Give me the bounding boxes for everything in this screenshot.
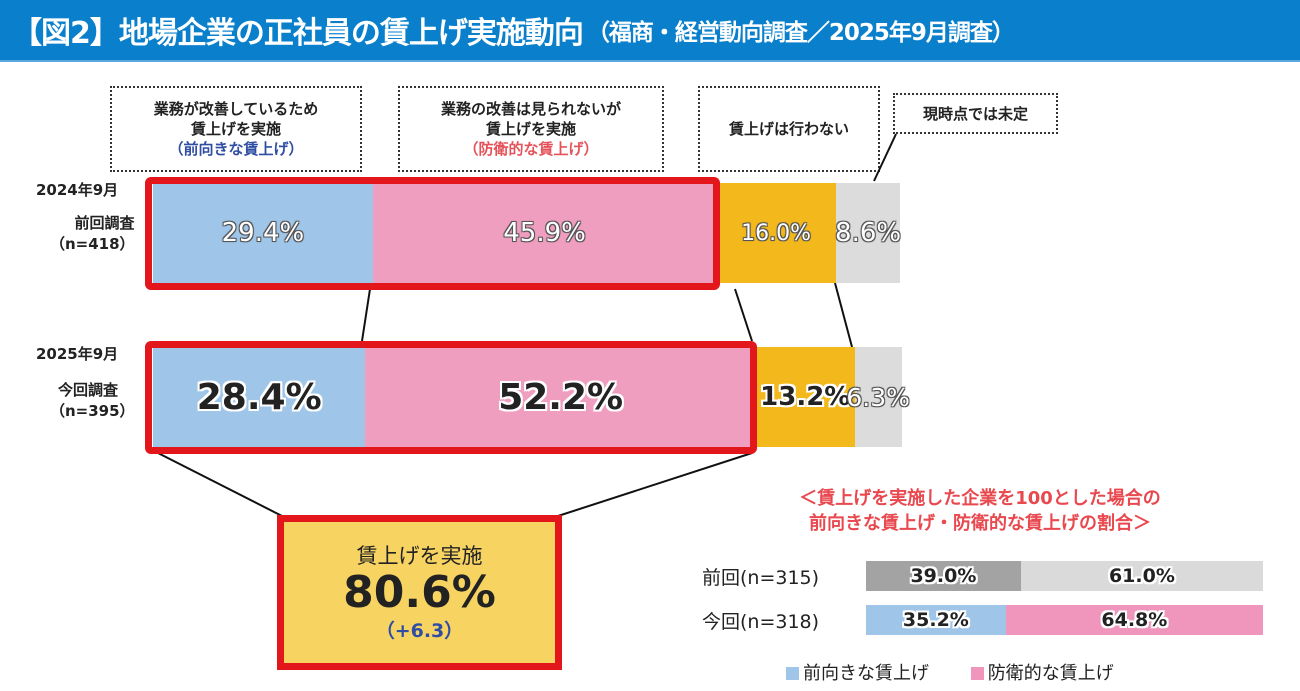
sub-bar-value-label: 39.0% <box>910 565 977 587</box>
sub-row-label: 今回(n=318) <box>702 611 820 633</box>
category-text: 賃上げを実施 <box>485 120 576 138</box>
bar-value-label: 6.3% <box>846 382 910 412</box>
connector-line <box>834 282 853 348</box>
category-box-no-raise: 賃上げは行わない <box>698 86 880 172</box>
bar-segment: 52.2% <box>365 347 756 447</box>
connector-line <box>557 452 753 517</box>
highlight-box-2025 <box>145 341 757 454</box>
sub-bar-segment: 61.0% <box>1020 561 1263 591</box>
bar-segment: 45.9% <box>372 183 717 283</box>
bar-value-label: 29.4% <box>221 218 305 248</box>
sub-bar-value-label: 64.8% <box>1101 609 1168 631</box>
category-note: （前向きな賃上げ） <box>168 140 304 158</box>
row-n: （n=418） <box>50 235 135 253</box>
connector-line <box>361 288 371 342</box>
category-text: 現時点では未定 <box>922 104 1028 123</box>
category-text: 業務の改善は見られないが <box>440 100 621 118</box>
sub-chart-title-line2: 前向きな賃上げ・防衛的な賃上げの割合＞ <box>809 513 1151 534</box>
legend-label: 前向きな賃上げ <box>803 663 929 684</box>
sub-bar-segment: 39.0% <box>866 561 1021 591</box>
category-text: 賃上げは行わない <box>728 120 849 138</box>
sub-bar-segment: 35.2% <box>866 605 1006 635</box>
sub-row-label: 前回(n=315) <box>702 567 820 589</box>
row-name: 今回調査 <box>58 381 119 399</box>
sub-bar-segment: 64.8% <box>1005 605 1263 635</box>
bar-segment: 8.6% <box>835 183 902 283</box>
callout-line <box>873 133 897 182</box>
row-name: 前回調査 <box>74 214 135 232</box>
row-label: 今回調査 （n=395） <box>50 380 135 422</box>
legend-item: 前向きな賃上げ <box>786 663 929 684</box>
bar-segment: 6.3% <box>846 347 910 447</box>
row-n: （n=395） <box>50 402 135 420</box>
row-period: 2024年9月 <box>36 181 119 199</box>
sub-bar-value-label: 35.2% <box>902 609 969 631</box>
connector-line <box>734 288 753 342</box>
bar-segment: 28.4% <box>153 347 366 447</box>
bar-segment: 13.2% <box>755 347 855 447</box>
sub-chart-title: ＜賃上げを実施した企業を100とした場合の 前向きな賃上げ・防衛的な賃上げの割合… <box>700 486 1260 536</box>
total-raise-box: 賃上げを実施 80.6% （+6.3） <box>277 515 562 670</box>
category-box-undecided: 現時点では未定 <box>893 93 1058 134</box>
category-box-defensive: 業務の改善は見られないが 賃上げを実施 （防衛的な賃上げ） <box>398 86 664 172</box>
legend-swatch <box>970 667 984 680</box>
category-note: （防衛的な賃上げ） <box>463 140 599 158</box>
connector-line <box>157 452 283 517</box>
bar-segment: 29.4% <box>153 183 373 283</box>
row-label: 前回調査 （n=418） <box>50 213 135 255</box>
total-diff: （+6.3） <box>375 620 464 642</box>
sub-bar-value-label: 61.0% <box>1108 565 1175 587</box>
bar-value-label: 8.6% <box>835 218 902 248</box>
category-text: 賃上げを実施 <box>190 120 281 138</box>
bar-value-label: 13.2% <box>760 382 851 412</box>
legend-label: 防衛的な賃上げ <box>987 663 1114 684</box>
bar-value-label: 45.9% <box>503 218 586 248</box>
category-box-forward: 業務が改善しているため 賃上げを実施 （前向きな賃上げ） <box>110 86 362 172</box>
total-value: 80.6% <box>343 567 496 618</box>
highlight-box-2024 <box>145 177 720 290</box>
chart-title: 【図2】地場企業の正社員の賃上げ実施動向 <box>12 16 584 51</box>
sub-chart-title-line1: ＜賃上げを実施した企業を100とした場合の <box>799 488 1161 509</box>
legend-swatch <box>786 667 799 680</box>
total-label: 賃上げを実施 <box>356 544 483 568</box>
legend: 前向きな賃上げ 防衛的な賃上げ <box>786 659 1114 685</box>
row-period: 2025年9月 <box>36 345 119 363</box>
bar-segment: 16.0% <box>716 183 836 283</box>
legend-item: 防衛的な賃上げ <box>970 663 1114 684</box>
category-text: 業務が改善しているため <box>153 100 319 118</box>
bar-value-label: 16.0% <box>741 220 812 246</box>
title-bar: 【図2】地場企業の正社員の賃上げ実施動向 （福商・経営動向調査／2025年9月調… <box>0 0 1300 62</box>
bar-value-label: 28.4% <box>196 376 322 418</box>
chart-subtitle: （福商・経営動向調査／2025年9月調査） <box>586 20 1015 46</box>
bar-value-label: 52.2% <box>498 376 624 418</box>
